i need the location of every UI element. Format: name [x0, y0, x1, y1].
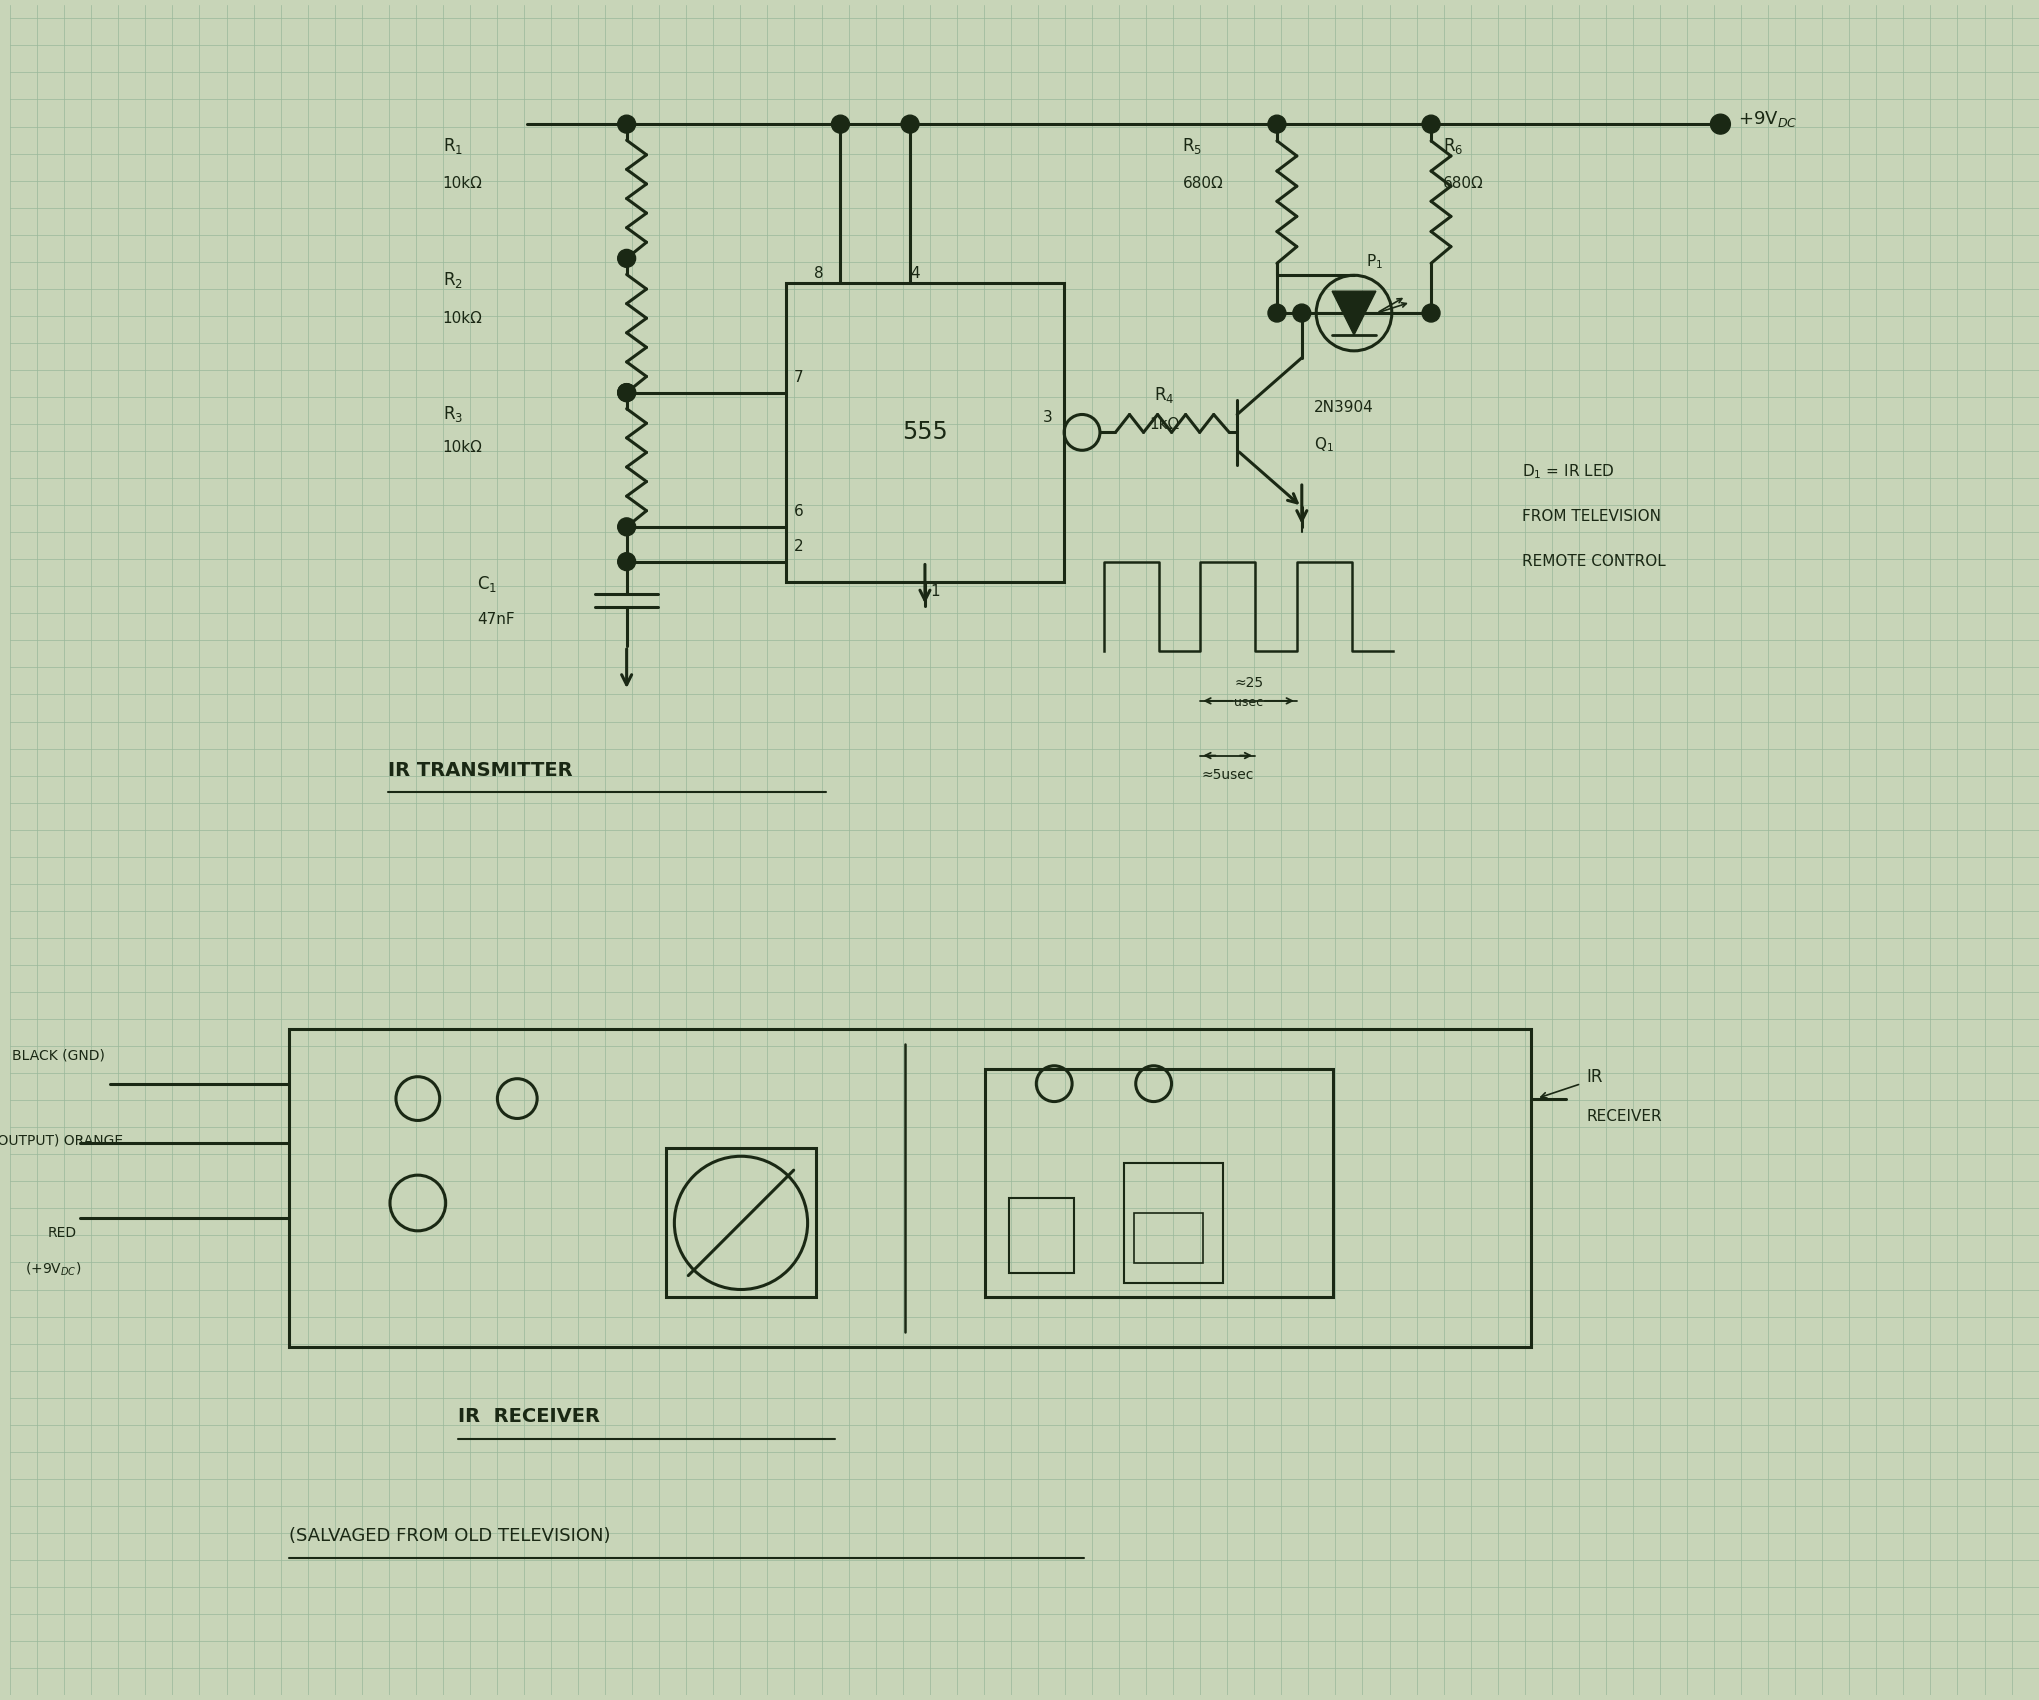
- Text: 555: 555: [901, 420, 948, 444]
- Text: BLACK (GND): BLACK (GND): [12, 1049, 104, 1062]
- Text: IR  RECEIVER: IR RECEIVER: [457, 1408, 599, 1426]
- Text: R$_6$: R$_6$: [1442, 136, 1462, 156]
- Text: 2N3904: 2N3904: [1313, 400, 1372, 415]
- Text: (OUTPUT) ORANGE: (OUTPUT) ORANGE: [0, 1134, 122, 1148]
- Text: R$_1$: R$_1$: [442, 136, 463, 156]
- Text: 680Ω: 680Ω: [1183, 177, 1223, 192]
- Text: ≈5usec: ≈5usec: [1201, 768, 1254, 782]
- Circle shape: [901, 116, 918, 133]
- Circle shape: [1709, 114, 1729, 134]
- Text: RED: RED: [47, 1226, 77, 1239]
- Circle shape: [618, 552, 636, 571]
- Text: R$_4$: R$_4$: [1154, 384, 1174, 405]
- Text: 1kΩ: 1kΩ: [1148, 416, 1179, 432]
- Text: 3: 3: [1042, 410, 1052, 425]
- Text: R$_2$: R$_2$: [442, 270, 463, 291]
- Text: 680Ω: 680Ω: [1442, 177, 1482, 192]
- Text: usec: usec: [1234, 697, 1262, 709]
- Circle shape: [618, 518, 636, 536]
- Circle shape: [832, 116, 848, 133]
- Text: (SALVAGED FROM OLD TELEVISION): (SALVAGED FROM OLD TELEVISION): [287, 1527, 610, 1545]
- Circle shape: [618, 116, 636, 133]
- Text: IR TRANSMITTER: IR TRANSMITTER: [387, 762, 573, 780]
- Text: FROM TELEVISION: FROM TELEVISION: [1521, 510, 1660, 524]
- Text: 10kΩ: 10kΩ: [442, 311, 483, 325]
- Text: 7: 7: [793, 371, 803, 386]
- Circle shape: [618, 250, 636, 267]
- Text: 1: 1: [930, 585, 940, 598]
- Text: R$_5$: R$_5$: [1183, 136, 1201, 156]
- Text: C$_1$: C$_1$: [477, 573, 498, 593]
- Circle shape: [1421, 304, 1440, 321]
- Text: 2: 2: [793, 539, 803, 554]
- Text: RECEIVER: RECEIVER: [1586, 1108, 1662, 1124]
- Text: R$_3$: R$_3$: [442, 405, 463, 425]
- Text: 6: 6: [793, 505, 803, 520]
- Text: D$_1$ = IR LED: D$_1$ = IR LED: [1521, 462, 1613, 481]
- Text: +9V$_{DC}$: +9V$_{DC}$: [1737, 109, 1796, 129]
- Text: (+9V$_{DC}$): (+9V$_{DC}$): [24, 1261, 82, 1278]
- Text: IR: IR: [1586, 1068, 1603, 1086]
- Text: ≈25: ≈25: [1234, 677, 1262, 690]
- Text: REMOTE CONTROL: REMOTE CONTROL: [1521, 554, 1664, 570]
- Text: 4: 4: [909, 265, 920, 280]
- Circle shape: [1268, 304, 1285, 321]
- Polygon shape: [1331, 291, 1374, 335]
- Text: 10kΩ: 10kΩ: [442, 177, 483, 192]
- Circle shape: [618, 384, 636, 401]
- Circle shape: [1268, 116, 1285, 133]
- Text: 8: 8: [814, 265, 824, 280]
- Circle shape: [1421, 116, 1440, 133]
- Text: 47nF: 47nF: [477, 612, 516, 627]
- Circle shape: [618, 384, 636, 401]
- Text: P$_1$: P$_1$: [1366, 252, 1382, 270]
- Text: Q$_1$: Q$_1$: [1313, 435, 1334, 454]
- Text: 10kΩ: 10kΩ: [442, 440, 483, 456]
- Circle shape: [1293, 304, 1311, 321]
